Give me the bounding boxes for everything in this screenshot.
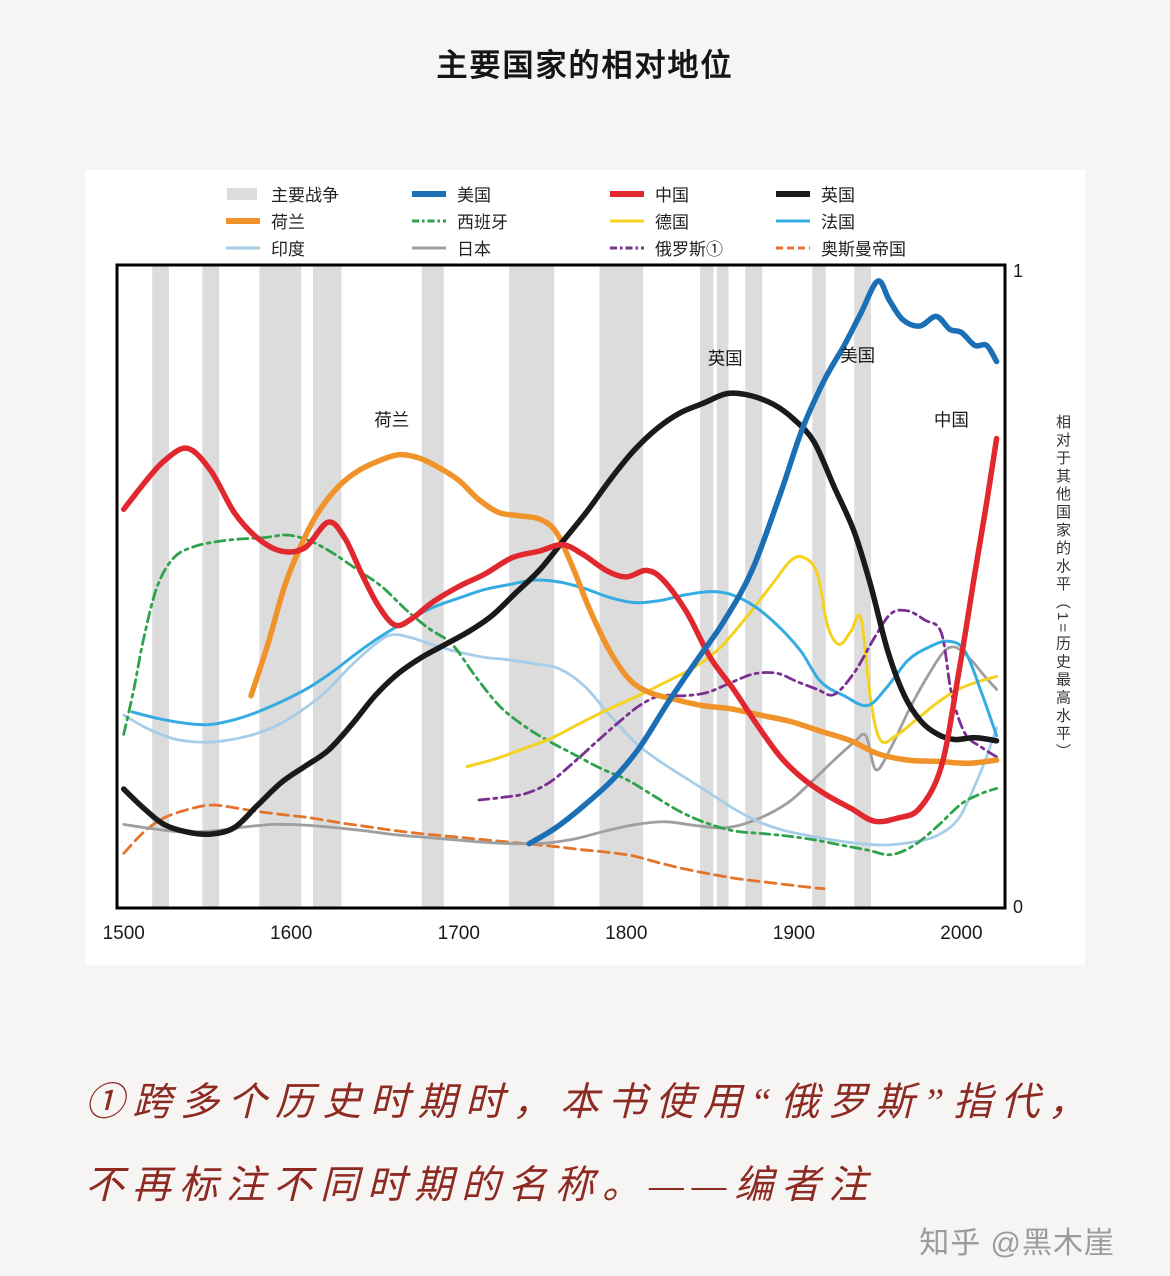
legend-item-6: 德国	[609, 208, 775, 233]
x-tick-label: 1700	[438, 923, 480, 944]
footnote: ①跨多个历史时期时，本书使用“俄罗斯”指代，不再标注不同时期的名称。——编者注	[85, 1081, 1095, 1207]
war-band	[313, 266, 342, 907]
war-band	[700, 266, 714, 907]
legend-label: 日本	[457, 240, 491, 259]
legend-label: 西班牙	[457, 213, 508, 232]
legend-label: 奥斯曼帝国	[821, 240, 906, 259]
line-swatch	[776, 219, 810, 222]
war-band	[152, 266, 169, 907]
legend-label: 法国	[821, 213, 855, 232]
legend-item-9: 日本	[411, 235, 609, 260]
war-band-swatch	[227, 187, 257, 200]
legend-item-7: 法国	[775, 208, 1065, 233]
war-band	[509, 266, 555, 907]
legend-label: 主要战争	[271, 186, 339, 205]
x-tick-label: 2000	[940, 923, 982, 944]
annotation-usa: 美国	[840, 346, 875, 366]
page-title: 主要国家的相对地位	[436, 48, 734, 83]
series-line-india	[122, 633, 998, 847]
war-band	[745, 266, 763, 907]
series-line-japan	[122, 645, 998, 846]
series-line-ottoman	[122, 803, 826, 891]
series-line-russia	[477, 608, 998, 802]
war-band	[716, 266, 729, 907]
legend-item-4: 荷兰	[225, 208, 411, 233]
war-band	[259, 266, 302, 907]
y-tick-label: 0	[1013, 897, 1023, 917]
series-line-france	[130, 578, 999, 738]
plot-border	[115, 263, 1007, 910]
annotation-china: 中国	[934, 410, 969, 430]
annotation-netherlands: 荷兰	[374, 410, 409, 430]
war-band	[599, 266, 644, 907]
legend-item-10: 俄罗斯①	[609, 235, 775, 260]
legend-label: 英国	[821, 186, 855, 205]
legend: 主要战争 美国 中国 英国荷兰 西班牙 德国 法国印度 日本 俄罗斯① 奥斯曼帝国	[225, 180, 1065, 261]
line-swatch	[412, 219, 446, 222]
legend-label: 美国	[457, 186, 491, 205]
war-band	[421, 266, 444, 907]
line-swatch	[776, 246, 810, 249]
line-swatch	[610, 246, 644, 249]
legend-item-2: 中国	[609, 181, 775, 206]
series-line-usa	[526, 278, 1000, 847]
x-tick-label: 1900	[773, 923, 815, 944]
x-tick-label: 1600	[270, 923, 312, 944]
legend-item-3: 英国	[775, 181, 1065, 206]
series-line-china	[120, 435, 1000, 825]
x-tick-label: 1500	[103, 923, 145, 944]
war-band	[202, 266, 220, 907]
legend-label: 中国	[655, 186, 689, 205]
legend-label: 俄罗斯①	[655, 240, 723, 259]
line-swatch	[610, 219, 644, 222]
legend-item-8: 印度	[225, 235, 411, 260]
series-line-germany	[465, 554, 999, 768]
series-line-spain	[122, 533, 998, 857]
legend-item-11: 奥斯曼帝国	[775, 235, 1065, 260]
series-line-uk	[120, 390, 1000, 838]
legend-item-0: 主要战争	[225, 181, 411, 206]
chart-card: 主要战争 美国 中国 英国 荷兰 西班牙 德国 法国 印度 日本 俄罗斯① 奥斯曼帝国 荷兰 英国 美国中…	[85, 170, 1085, 965]
line-swatch	[412, 246, 446, 249]
y-tick-label: 1	[1013, 261, 1023, 281]
line-swatch	[776, 190, 810, 197]
y-axis-title: 相对于其他国家的水平（1=历史最高水平）	[1054, 413, 1071, 762]
annotation-uk: 英国	[708, 349, 743, 369]
line-swatch	[610, 190, 644, 197]
watermark: 知乎 @黑木崖	[919, 1227, 1115, 1260]
line-swatch	[226, 217, 260, 224]
legend-label: 德国	[655, 213, 689, 232]
line-swatch	[412, 190, 446, 197]
legend-item-1: 美国	[411, 181, 609, 206]
legend-label: 印度	[271, 240, 305, 259]
line-swatch	[226, 246, 260, 249]
legend-label: 荷兰	[271, 213, 305, 232]
legend-item-5: 西班牙	[411, 208, 609, 233]
x-tick-label: 1800	[605, 923, 647, 944]
